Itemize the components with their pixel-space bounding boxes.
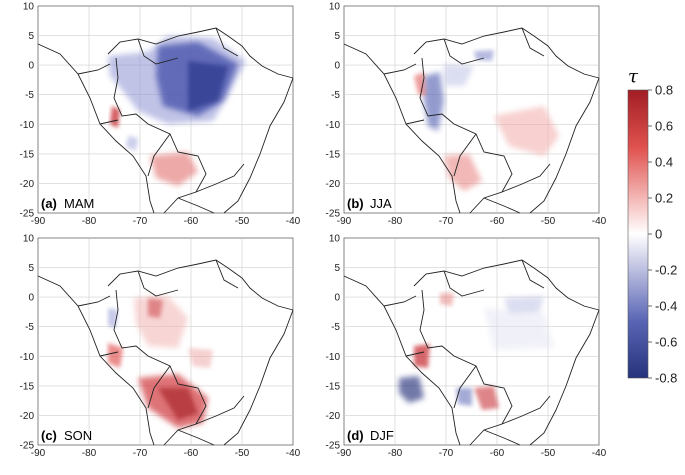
y-tick-label: 0 — [334, 61, 340, 72]
panel-season: SON — [64, 428, 92, 443]
colorbar-tick-label: 0 — [655, 227, 662, 242]
y-tick-label: 5 — [28, 31, 34, 42]
anomaly-field — [414, 50, 559, 191]
y-tick-label: 10 — [329, 234, 341, 245]
plot-area — [343, 237, 600, 446]
y-tick-label: -15 — [326, 381, 341, 392]
panel-a: (a) MAM — [37, 5, 294, 214]
y-tick-label: -20 — [326, 179, 341, 190]
x-tick-label: -70 — [133, 216, 148, 227]
y-tick-label: -5 — [331, 322, 340, 333]
x-tick-label: -60 — [490, 448, 505, 459]
y-tick-label: 5 — [28, 263, 34, 274]
borders — [37, 27, 294, 214]
y-tick-label: -20 — [20, 179, 35, 190]
y-tick-label: 0 — [334, 293, 340, 304]
y-tick-label: -25 — [326, 209, 341, 220]
x-tick-label: -40 — [286, 448, 301, 459]
colorbar-tick-label: 0.8 — [655, 83, 673, 98]
panel-season: JJA — [370, 196, 392, 211]
x-tick-label: -40 — [286, 216, 301, 227]
y-tick-label: -25 — [20, 209, 35, 220]
y-tick-label: -25 — [326, 441, 341, 452]
colorbar-tick-label: 0.4 — [655, 155, 673, 170]
y-tick-label: 10 — [23, 2, 35, 13]
colorbar-tick-label: 0.6 — [655, 119, 673, 134]
panel-letter: (a) — [41, 196, 57, 211]
y-tick-label: -5 — [25, 90, 34, 101]
colorbar-ticks: 0.8 0.6 0.4 0.2 0 -0.2 -0.4 -0.6 -0.8 — [648, 83, 677, 386]
y-tick-label: -5 — [331, 90, 340, 101]
y-tick-label: -5 — [25, 322, 34, 333]
x-tick-label: -50 — [541, 448, 556, 459]
x-tick-label: -80 — [82, 448, 97, 459]
y-tick-label: 10 — [329, 2, 341, 13]
x-tick-label: -80 — [82, 216, 97, 227]
x-tick-label: -40 — [592, 216, 607, 227]
anomaly-field — [108, 296, 213, 428]
x-tick-label: -80 — [388, 216, 403, 227]
borders — [37, 259, 294, 446]
y-tick-label: -15 — [20, 381, 35, 392]
panel-letter: (d) — [347, 428, 364, 443]
x-tick-label: -90 — [31, 216, 46, 227]
y-tick-label: -10 — [20, 352, 35, 363]
x-tick-label: -60 — [184, 448, 199, 459]
y-tick-label: -20 — [20, 411, 35, 422]
colorbar-tick-label: -0.6 — [655, 335, 677, 350]
x-tick-label: -70 — [133, 448, 148, 459]
y-tick-label: -10 — [326, 352, 341, 363]
axis-tick-labels: -90 -80 -70 -60 -50 -401050-5-10-15-20-25-90-… — [20, 2, 607, 460]
panel-b: (b) JJA — [343, 5, 600, 214]
x-tick-label: -90 — [31, 448, 46, 459]
anomaly-field — [399, 293, 554, 410]
colorbar-gradient — [627, 89, 649, 379]
y-tick-label: 0 — [28, 61, 34, 72]
x-tick-label: -50 — [541, 216, 556, 227]
panel-letter: (b) — [347, 196, 364, 211]
colorbar-title: τ — [628, 66, 639, 87]
colorbar-tick-label: -0.4 — [655, 299, 677, 314]
panel-season: MAM — [64, 196, 94, 211]
x-tick-label: -70 — [439, 448, 454, 459]
gridlines — [344, 238, 599, 445]
y-tick-label: 5 — [334, 31, 340, 42]
gridlines — [38, 6, 293, 213]
x-tick-label: -60 — [184, 216, 199, 227]
x-tick-label: -70 — [439, 216, 454, 227]
anomaly-field — [108, 36, 246, 186]
y-tick-label: -25 — [20, 441, 35, 452]
y-tick-label: -15 — [326, 149, 341, 160]
x-tick-label: -60 — [490, 216, 505, 227]
x-tick-label: -90 — [337, 448, 352, 459]
panel-season: DJF — [370, 428, 394, 443]
panel-letter: (c) — [41, 428, 57, 443]
colorbar: τ 0.8 0.6 0.4 0.2 0 -0.2 -0.4 -0.6 -0.8 — [627, 66, 677, 386]
y-tick-label: 10 — [23, 234, 35, 245]
borders — [343, 259, 600, 446]
x-tick-label: -50 — [235, 216, 250, 227]
colorbar-tick-label: -0.8 — [655, 371, 677, 386]
y-tick-label: -10 — [326, 120, 341, 131]
panel-d: (d) DJF — [343, 237, 600, 446]
y-tick-label: -10 — [20, 120, 35, 131]
x-tick-label: -90 — [337, 216, 352, 227]
x-tick-label: -80 — [388, 448, 403, 459]
y-tick-label: -20 — [326, 411, 341, 422]
y-tick-label: -15 — [20, 149, 35, 160]
x-tick-label: -40 — [592, 448, 607, 459]
borders — [343, 27, 600, 214]
y-tick-label: 5 — [334, 263, 340, 274]
panel-c: (c) SON — [37, 237, 294, 446]
colorbar-tick-label: 0.2 — [655, 191, 673, 206]
colorbar-tick-label: -0.2 — [655, 263, 677, 278]
y-tick-label: 0 — [28, 293, 34, 304]
x-tick-label: -50 — [235, 448, 250, 459]
gridlines — [344, 6, 599, 213]
